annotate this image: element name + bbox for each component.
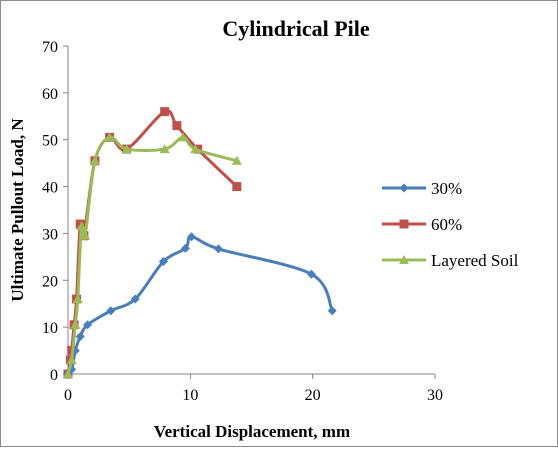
tick-labels: 0 10 20 30 40 50 60 70 0 10 20 30 <box>42 39 443 404</box>
data-point <box>327 306 337 316</box>
chart-title: Cylindrical Pile <box>222 16 370 41</box>
data-point <box>130 294 140 304</box>
data-point <box>70 319 81 329</box>
y-tick-label: 50 <box>42 133 58 150</box>
legend-label: Layered Soil <box>431 251 519 270</box>
data-point <box>172 121 182 131</box>
data-point <box>158 257 168 267</box>
y-tick-label: 0 <box>50 367 58 384</box>
legend-label: 60% <box>431 215 462 234</box>
legend-item: Layered Soil <box>382 251 519 270</box>
x-tick-label: 20 <box>305 387 321 404</box>
x-tick-label: 30 <box>427 387 443 404</box>
legend-label: 30% <box>431 179 462 198</box>
series-line <box>66 135 239 376</box>
data-point <box>89 155 100 165</box>
legend-marker <box>399 219 409 229</box>
legend-item: 60% <box>382 215 462 234</box>
data-point <box>83 320 93 330</box>
y-tick-label: 40 <box>42 180 58 197</box>
legend-item: 30% <box>382 179 462 198</box>
x-axis-title: Vertical Displacement, mm <box>154 422 350 441</box>
legend-marker <box>399 255 409 264</box>
plot-area <box>63 107 337 379</box>
series-line <box>66 235 334 376</box>
data-point <box>106 306 116 316</box>
y-tick-label: 30 <box>42 226 58 243</box>
x-tick-label: 10 <box>182 387 198 404</box>
y-axis-title: Ultimate Pullout Load, N <box>8 118 27 302</box>
data-point <box>213 244 223 254</box>
series-30 <box>63 232 337 379</box>
axes <box>63 45 436 379</box>
data-point <box>187 232 197 242</box>
data-point <box>306 269 316 279</box>
data-point <box>66 354 77 364</box>
data-point <box>177 132 188 142</box>
data-point <box>72 294 83 304</box>
data-point <box>180 243 190 253</box>
series-60 <box>63 107 242 379</box>
y-tick-label: 10 <box>42 320 58 337</box>
data-point <box>63 369 73 378</box>
data-point <box>190 144 201 154</box>
data-point <box>232 182 242 192</box>
data-point <box>231 155 242 165</box>
data-point <box>121 144 132 154</box>
data-point <box>159 144 170 154</box>
series-layered-soil <box>63 132 242 378</box>
data-point <box>80 230 91 240</box>
x-tick-label: 0 <box>64 387 72 404</box>
legend: 30% 60% Layered Soil <box>382 179 519 270</box>
y-tick-label: 20 <box>42 273 58 290</box>
legend-marker <box>399 183 409 193</box>
y-tick-label: 70 <box>42 39 58 56</box>
data-point <box>75 332 85 342</box>
y-tick-label: 60 <box>42 86 58 103</box>
data-point <box>76 221 87 231</box>
data-point <box>104 132 115 142</box>
data-point <box>160 107 170 117</box>
